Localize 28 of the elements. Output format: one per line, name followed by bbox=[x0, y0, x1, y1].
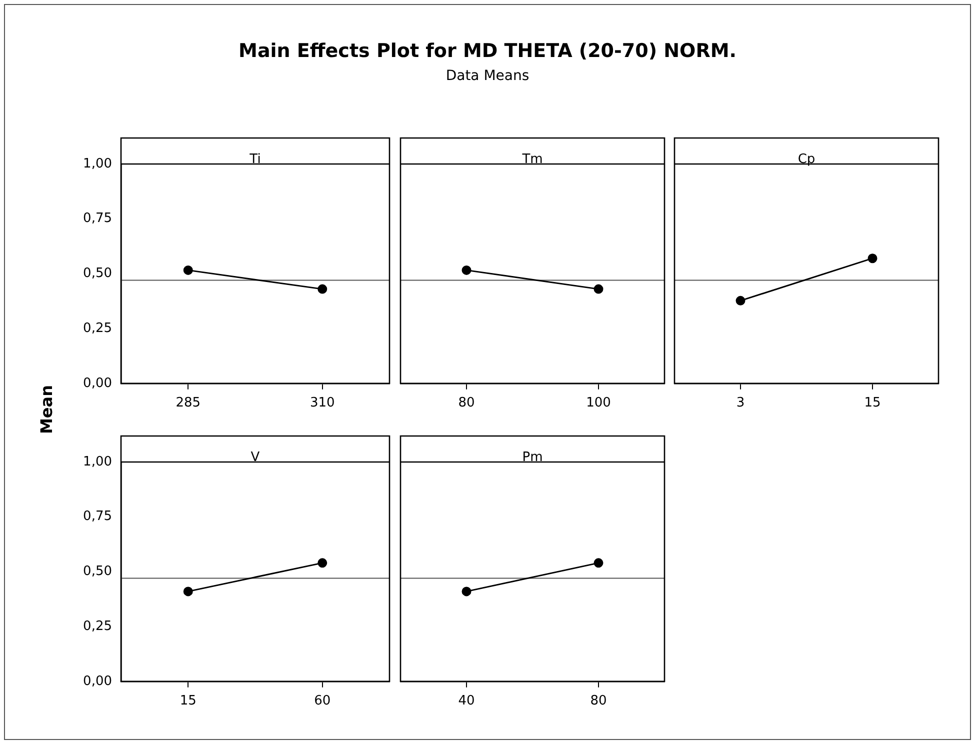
y-tick-label: 0,25 bbox=[83, 618, 112, 634]
x-tick-label: 310 bbox=[310, 396, 335, 411]
chart-title: Pm bbox=[522, 450, 543, 465]
x-tick-label: 15 bbox=[864, 396, 881, 411]
chart-title: V bbox=[250, 450, 260, 465]
y-tick-label: 0,00 bbox=[83, 674, 112, 689]
y-tick-label: 0,00 bbox=[83, 376, 112, 391]
chart-title: Cp bbox=[798, 152, 816, 167]
x-tick-label: 60 bbox=[314, 694, 331, 709]
y-tick-label: 0,75 bbox=[83, 509, 112, 524]
y-tick-label: 1,00 bbox=[83, 156, 112, 172]
x-tick-label: 100 bbox=[586, 396, 611, 411]
y-tick-label: 1,00 bbox=[83, 454, 112, 470]
x-tick-label: 80 bbox=[590, 694, 607, 709]
chart-title: Ti bbox=[248, 152, 261, 167]
x-tick-label: 40 bbox=[458, 694, 475, 709]
text: Mean bbox=[36, 385, 56, 434]
y-tick-label: 0,75 bbox=[83, 211, 112, 226]
x-tick-label: 285 bbox=[176, 396, 201, 411]
text: Main Effects Plot for MD THETA (20-70) NORM. bbox=[238, 40, 738, 62]
x-tick-label: 80 bbox=[458, 396, 475, 411]
y-tick-label: 0,25 bbox=[83, 320, 112, 336]
x-tick-label: 15 bbox=[180, 694, 196, 709]
y-tick-label: 0,50 bbox=[83, 564, 112, 580]
y-tick-label: 0,50 bbox=[83, 266, 112, 282]
chart-title: Tm bbox=[521, 152, 543, 167]
x-tick-label: 3 bbox=[736, 396, 745, 411]
text: Data Means bbox=[444, 68, 530, 84]
